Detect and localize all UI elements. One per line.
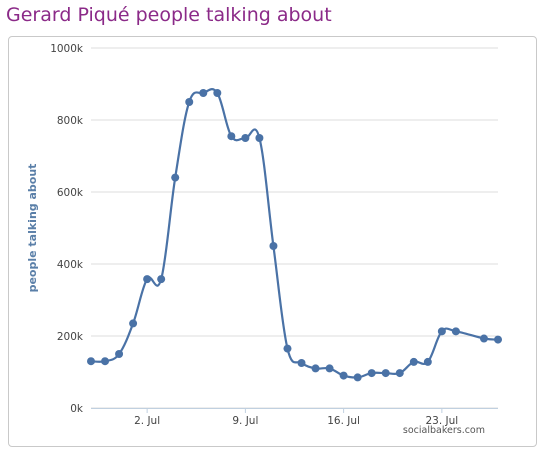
data-point[interactable] [423, 357, 432, 366]
y-axis-label: people talking about [26, 164, 39, 293]
data-point[interactable] [115, 350, 124, 358]
data-point[interactable] [479, 334, 488, 343]
chart-title: Gerard Piqué people talking about [6, 4, 332, 26]
data-point[interactable] [213, 89, 222, 97]
data-point[interactable] [367, 369, 376, 378]
data-point[interactable] [227, 132, 236, 141]
y-tick-label: 600k [57, 187, 84, 199]
data-point[interactable] [395, 369, 404, 378]
y-tick-label: 0k [70, 403, 84, 415]
data-point[interactable] [101, 357, 110, 366]
data-point[interactable] [409, 357, 418, 366]
data-point[interactable] [129, 319, 138, 328]
data-point[interactable] [325, 364, 334, 373]
y-tick-label: 800k [57, 115, 84, 127]
data-point[interactable] [451, 327, 460, 336]
data-point[interactable] [143, 275, 152, 284]
series-line-layer [90, 88, 499, 379]
data-point[interactable] [171, 173, 180, 182]
x-tick-label: 2. Jul [134, 415, 160, 427]
data-point[interactable] [157, 275, 166, 284]
data-points [87, 89, 502, 382]
x-tick-label: 9. Jul [232, 415, 258, 427]
data-point[interactable] [255, 134, 264, 142]
data-point[interactable] [241, 134, 250, 142]
x-tick-label: 23. Jul [426, 415, 459, 427]
data-point[interactable] [381, 369, 390, 378]
data-point[interactable] [87, 357, 95, 366]
credit-label[interactable]: socialbakers.com [403, 425, 485, 436]
axes: 0k 200k 400k 600k 800k 1000k 2. Jul 9. Jul 16. J… [50, 43, 498, 427]
data-point[interactable] [297, 359, 306, 367]
data-point[interactable] [353, 373, 362, 382]
data-point[interactable] [185, 98, 194, 106]
data-point[interactable] [283, 344, 292, 353]
y-tick-label: 200k [57, 331, 84, 343]
data-point[interactable] [494, 335, 502, 344]
series-line [90, 88, 499, 379]
y-tick-label: 400k [57, 259, 84, 271]
data-point[interactable] [311, 364, 320, 373]
gridlines [91, 47, 498, 409]
data-point[interactable] [269, 242, 278, 250]
x-tick-label: 16. Jul [327, 415, 360, 427]
y-tick-label: 1000k [50, 43, 84, 55]
data-point[interactable] [199, 89, 208, 97]
data-point[interactable] [437, 327, 446, 336]
data-point[interactable] [339, 371, 348, 380]
